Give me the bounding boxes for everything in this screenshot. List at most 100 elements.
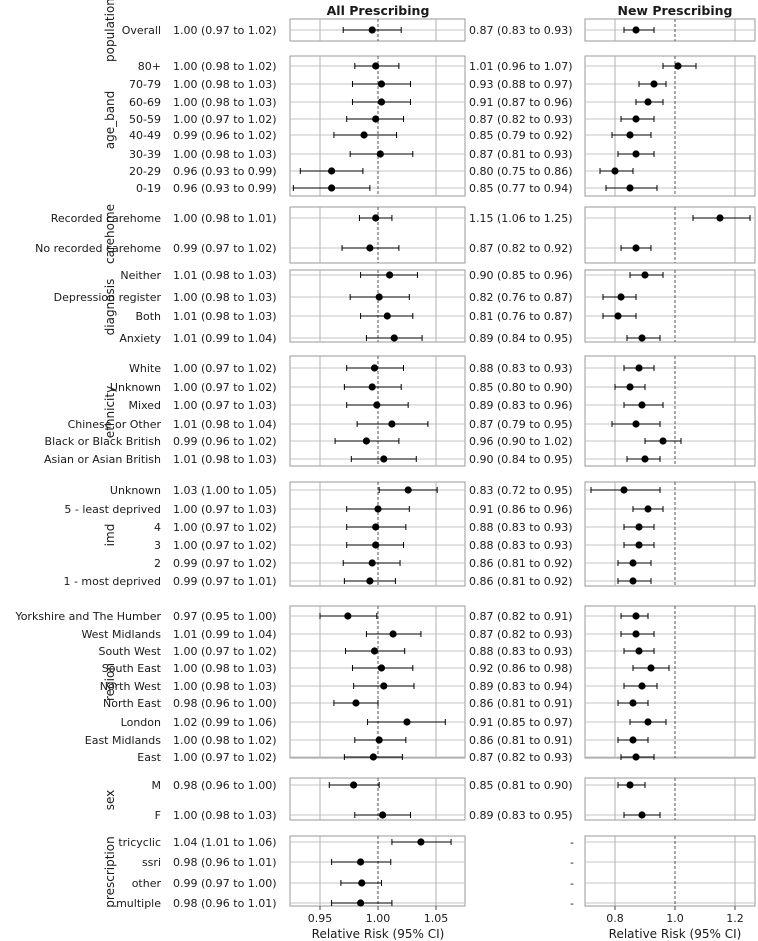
marker-all-carehome-0-point: [372, 214, 380, 222]
ci-text-all-imd-2: 1.00 (0.97 to 1.02): [173, 521, 277, 534]
ci-text-new-imd-0: 0.83 (0.72 to 0.95): [469, 484, 573, 497]
ci-text-all-ethnicity-1: 1.00 (0.97 to 1.02): [173, 381, 277, 394]
ci-text-new-region-2: 0.88 (0.83 to 0.93): [469, 645, 573, 658]
x-tick-all-2: 1.00: [366, 912, 391, 925]
ci-text-all-age_band-7: 0.96 (0.93 to 0.99): [173, 182, 277, 195]
row-label-ethnicity-5: Asian or Asian British: [44, 453, 161, 466]
ci-text-all-region-4: 1.00 (0.98 to 1.03): [173, 680, 277, 693]
ci-text-all-diagnosis-1: 1.00 (0.98 to 1.03): [173, 291, 277, 304]
row-label-ethnicity-2: Mixed: [129, 399, 161, 412]
panel-new-group-1-frame: [584, 55, 756, 197]
ci-text-all-region-3: 1.00 (0.98 to 1.03): [173, 662, 277, 675]
ci-text-all-region-2: 1.00 (0.97 to 1.02): [173, 645, 277, 658]
marker-all-region-8-point: [369, 753, 377, 761]
marker-new-region-1-point: [632, 630, 640, 638]
group-label-carehome: carehome: [103, 204, 117, 264]
row-label-region-7: East Midlands: [85, 734, 162, 747]
marker-new-sex-0-point: [626, 781, 634, 789]
row-label-diagnosis-1: Depression register: [54, 291, 162, 304]
row-label-age_band-7: 0-19: [136, 182, 161, 195]
marker-new-age_band-1-point: [650, 80, 658, 88]
row-label-imd-2: 4: [154, 521, 161, 534]
marker-all-region-0-point: [344, 612, 352, 620]
row-label-carehome-1: No recorded carehome: [35, 242, 161, 255]
marker-all-region-2-point: [370, 647, 379, 655]
marker-all-sex-0-point: [350, 781, 358, 789]
marker-new-imd-4-point: [629, 559, 637, 567]
marker-new-sex-1-point: [638, 811, 646, 819]
marker-all-imd-0-point: [404, 486, 412, 494]
group-label-age_band: age_band: [103, 91, 117, 150]
ci-text-all-region-8: 1.00 (0.97 to 1.02): [173, 751, 277, 764]
panel-new-group-8-frame: [584, 835, 756, 907]
row-label-region-5: North East: [103, 697, 162, 710]
marker-all-age_band-6-point: [328, 167, 336, 175]
ci-text-all-ethnicity-2: 1.00 (0.97 to 1.03): [173, 399, 277, 412]
marker-all-imd-4-point: [368, 559, 376, 567]
ci-text-new-diagnosis-0: 0.90 (0.85 to 0.96): [469, 269, 573, 282]
group-label-population: population: [103, 0, 117, 62]
row-label-diagnosis-2: Both: [135, 310, 161, 323]
ci-text-new-region-7: 0.86 (0.81 to 0.91): [469, 734, 573, 747]
ci-text-new-ethnicity-2: 0.89 (0.83 to 0.96): [469, 399, 573, 412]
marker-new-diagnosis-3-point: [638, 334, 646, 342]
ci-text-new-population-0: 0.87 (0.83 to 0.93): [469, 24, 573, 37]
ci-text-new-imd-5: 0.86 (0.81 to 0.92): [469, 575, 573, 588]
ci-text-all-carehome-0: 1.00 (0.98 to 1.01): [173, 212, 277, 225]
x-axis-label-new: Relative Risk (95% CI): [609, 927, 742, 941]
ci-text-new-prescription-1: -: [570, 856, 574, 869]
marker-new-region-3-point: [647, 664, 655, 672]
ci-text-all-ethnicity-0: 1.00 (0.97 to 1.02): [173, 362, 277, 375]
row-label-prescription-0: tricyclic: [118, 836, 161, 849]
ci-text-all-sex-1: 1.00 (0.98 to 1.03): [173, 809, 277, 822]
x-axis-label-all: Relative Risk (95% CI): [312, 927, 445, 941]
marker-new-diagnosis-0-point: [641, 271, 649, 279]
ci-text-all-age_band-4: 0.99 (0.96 to 1.02): [173, 129, 277, 142]
x-tick-all-1: 0.95: [308, 912, 333, 925]
marker-all-region-4-point: [380, 682, 388, 690]
marker-all-imd-3-point: [372, 541, 380, 549]
ci-text-new-age_band-6: 0.80 (0.75 to 0.86): [469, 165, 573, 178]
marker-new-region-8-point: [632, 753, 640, 761]
marker-all-prescription-1-point: [357, 858, 365, 866]
ci-text-new-region-8: 0.87 (0.82 to 0.93): [469, 751, 573, 764]
marker-new-diagnosis-1-point: [617, 293, 625, 301]
marker-all-imd-5-point: [366, 577, 374, 585]
marker-new-age_band-0-point: [674, 62, 682, 70]
ci-text-new-diagnosis-3: 0.89 (0.84 to 0.95): [469, 332, 573, 345]
row-label-sex-1: F: [155, 809, 161, 822]
row-label-region-2: South West: [98, 645, 161, 658]
marker-all-diagnosis-2-point: [383, 312, 391, 320]
marker-all-region-5-point: [352, 699, 360, 707]
ci-text-new-age_band-2: 0.91 (0.87 to 0.96): [469, 96, 573, 109]
ci-text-new-ethnicity-0: 0.88 (0.83 to 0.93): [469, 362, 573, 375]
marker-new-age_band-7-point: [626, 184, 634, 192]
row-label-diagnosis-3: Anxiety: [119, 332, 161, 345]
row-label-age_band-4: 40-49: [129, 129, 161, 142]
ci-text-all-region-7: 1.00 (0.98 to 1.02): [173, 734, 277, 747]
marker-all-age_band-3-point: [372, 115, 380, 123]
row-label-age_band-5: 30-39: [129, 148, 161, 161]
marker-all-sex-1-point: [379, 811, 387, 819]
marker-new-region-2-point: [635, 647, 643, 655]
marker-new-ethnicity-0-point: [635, 364, 643, 372]
panel-title-all: All Prescribing: [327, 3, 430, 18]
row-label-imd-1: 5 - least deprived: [64, 503, 161, 516]
marker-new-region-0-point: [632, 612, 640, 620]
x-tick-new-3: 1.2: [726, 912, 744, 925]
marker-all-ethnicity-2-point: [373, 401, 381, 409]
ci-text-all-ethnicity-4: 0.99 (0.96 to 1.02): [173, 435, 277, 448]
group-label-prescription: prescription: [103, 836, 117, 907]
row-label-prescription-1: ssri: [142, 856, 161, 869]
marker-all-age_band-7-point: [328, 184, 336, 192]
row-label-ethnicity-4: Black or Black British: [45, 435, 161, 448]
row-label-diagnosis-0: Neither: [120, 269, 161, 282]
ci-text-all-sex-0: 0.98 (0.96 to 1.00): [173, 779, 277, 792]
ci-text-new-sex-1: 0.89 (0.83 to 0.95): [469, 809, 573, 822]
row-label-age_band-0: 80+: [138, 60, 161, 73]
ci-text-new-age_band-4: 0.85 (0.79 to 0.92): [469, 129, 573, 142]
marker-all-ethnicity-5-point: [380, 455, 388, 463]
ci-text-new-ethnicity-4: 0.96 (0.90 to 1.02): [469, 435, 573, 448]
panel-new-group-7-frame: [584, 777, 756, 821]
ci-text-all-prescription-3: 0.98 (0.96 to 1.01): [173, 897, 277, 910]
